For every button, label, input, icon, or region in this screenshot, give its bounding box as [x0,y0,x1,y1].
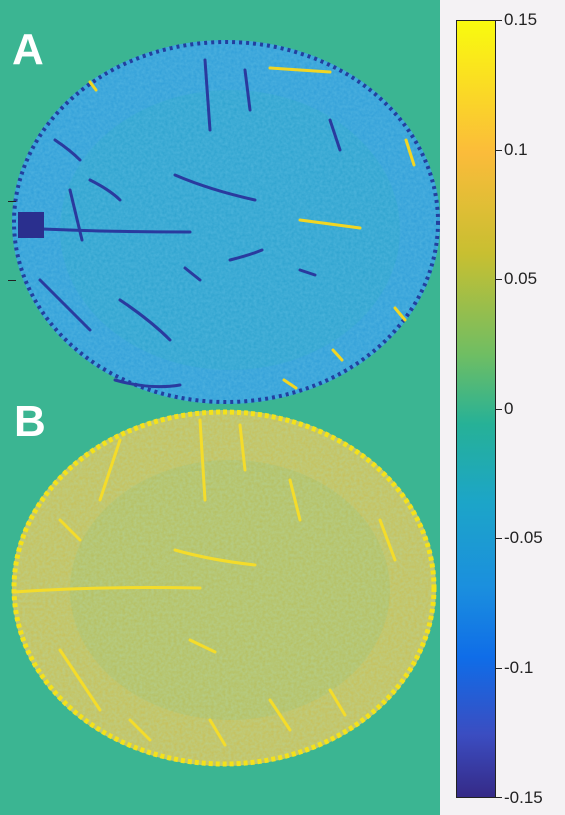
colorbar-tick-label: 0.15 [504,10,538,29]
colorbar-tick [496,20,502,21]
colorbar-tick [496,797,502,798]
figure-area: A B [0,0,440,815]
axis-tick [8,280,16,281]
panel-label-b: B [14,397,46,446]
colorbar-tick-label: -0.15 [504,788,543,807]
axis-tick [8,201,16,202]
colorbar-tick [496,668,502,669]
panel-label-a: A [12,25,44,74]
colorbar-tick-label: 0.05 [504,269,538,288]
colorbar-tick [496,538,502,539]
panel-a-brain [12,40,440,404]
brain-maps [11,40,440,767]
colorbar-tick-label: 0.1 [504,140,528,159]
colorbar-tick [496,409,502,410]
colorbar-tick [496,150,502,151]
colorbar-tick [496,279,502,280]
panel-b-brain [11,409,437,767]
colorbar-tick-label: -0.05 [504,528,543,547]
colorbar-tick-label: -0.1 [504,658,534,677]
colorbar-tick-label: 0 [504,399,514,418]
colorbar [456,20,496,798]
